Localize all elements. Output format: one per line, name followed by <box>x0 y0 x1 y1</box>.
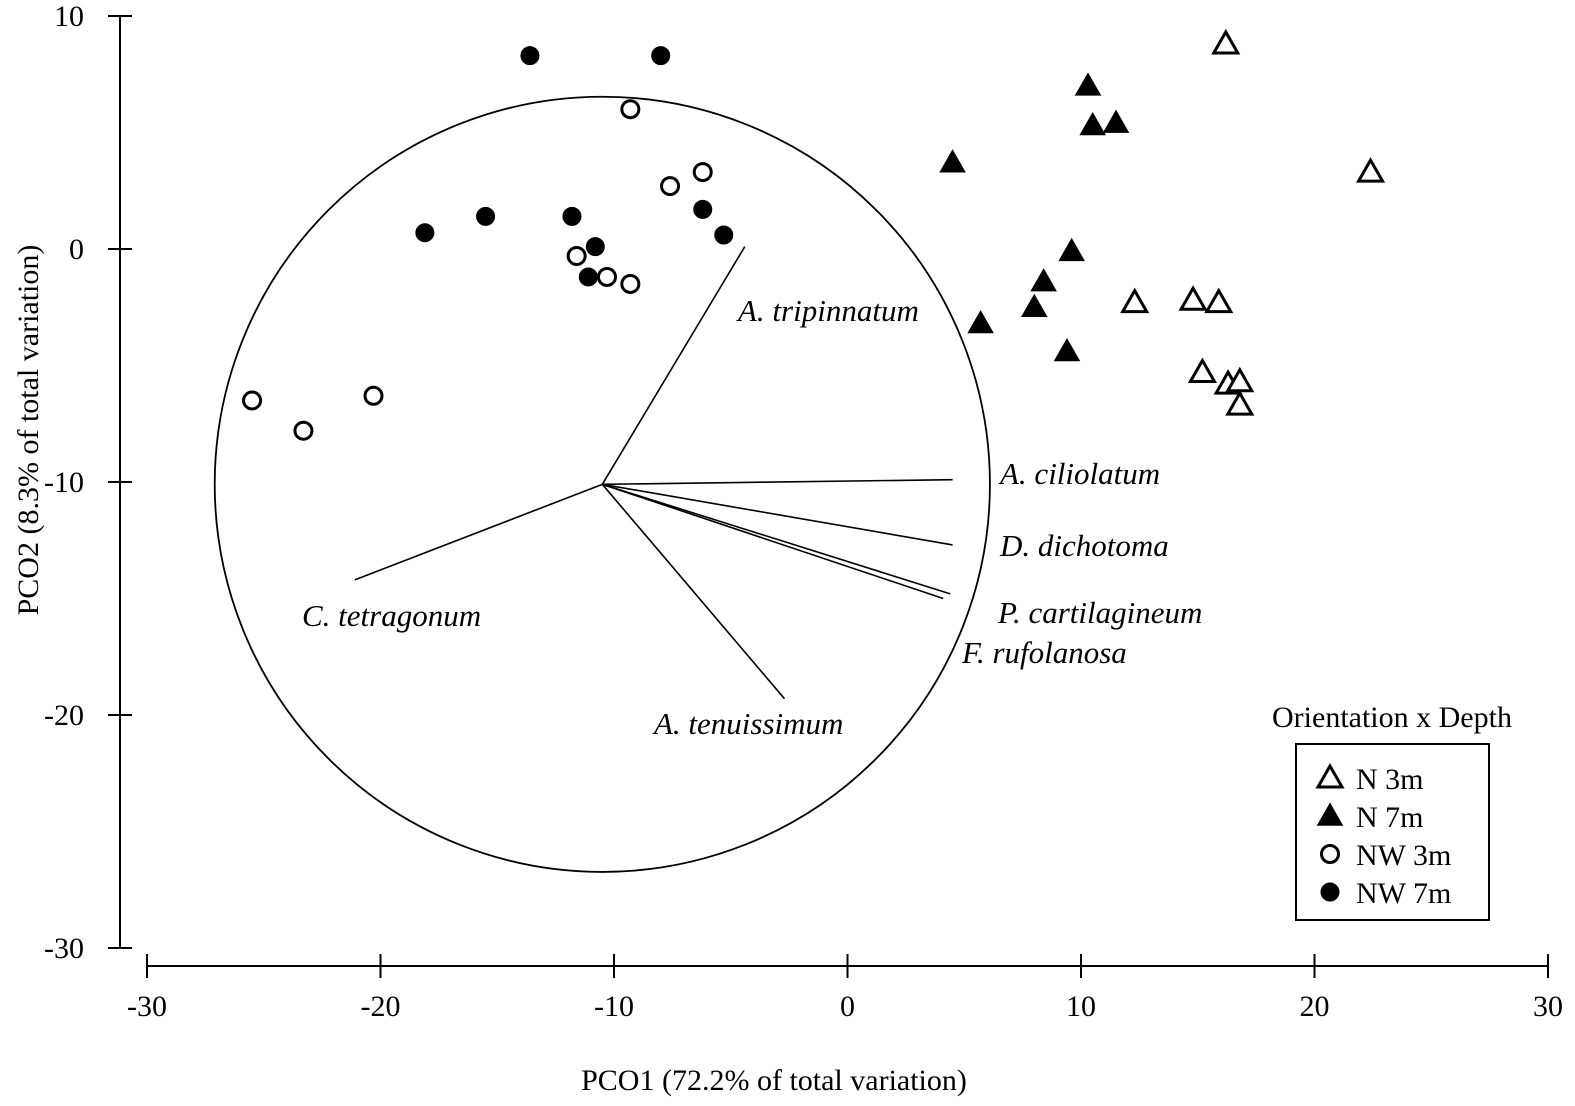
x-tick-label: 0 <box>840 990 855 1023</box>
y-axis-title: PCO2 (8.3% of total variation) <box>12 245 45 616</box>
legend-label: NW 7m <box>1356 877 1451 910</box>
correlation-circle <box>213 95 991 873</box>
legend-marker <box>1320 882 1340 902</box>
data-point <box>1030 268 1057 292</box>
data-point <box>520 46 540 66</box>
data-point <box>363 385 384 406</box>
data-point <box>242 390 263 411</box>
y-tick-label: -10 <box>44 466 84 499</box>
data-point <box>939 149 966 173</box>
data-point <box>714 225 734 245</box>
series-group <box>415 46 734 287</box>
legend-label: N 3m <box>1356 763 1424 796</box>
vector-line <box>601 483 786 700</box>
legend-box <box>1295 743 1490 921</box>
data-point <box>1225 390 1255 416</box>
legend-marker <box>1315 762 1345 789</box>
series-group <box>939 72 1130 362</box>
vector-line <box>602 483 951 595</box>
data-point <box>1058 237 1085 262</box>
series-group <box>1120 28 1386 416</box>
x-tick-label: 30 <box>1533 990 1563 1023</box>
data-point <box>585 237 605 257</box>
data-point <box>660 176 681 197</box>
x-ticks: -30 -20 -10 0 10 20 30 <box>127 954 1563 1023</box>
data-point <box>967 310 994 334</box>
data-point <box>692 162 713 183</box>
data-point <box>1204 287 1234 314</box>
data-point <box>1074 72 1102 96</box>
data-point <box>1021 293 1048 317</box>
x-axis-title: PCO1 (72.2% of total variation) <box>581 1064 967 1097</box>
data-points <box>242 28 1386 441</box>
data-point <box>562 206 582 226</box>
data-point <box>1355 157 1386 183</box>
vector-label: P. cartilagineum <box>997 595 1202 630</box>
x-tick-label: -30 <box>127 990 167 1023</box>
y-tick-label: 10 <box>54 0 84 33</box>
data-point <box>1053 338 1081 362</box>
vector-label: A. tripinnatum <box>736 293 919 328</box>
x-tick-label: 10 <box>1066 990 1096 1023</box>
vector-label: A. tenuissimum <box>652 706 843 741</box>
data-point <box>578 267 598 287</box>
data-point <box>293 420 314 441</box>
data-point <box>1079 111 1106 136</box>
vector-label: C. tetragonum <box>302 598 481 633</box>
data-point <box>620 273 641 294</box>
data-point <box>620 99 641 120</box>
data-point <box>566 245 587 266</box>
vector-overlay: A. tripinnatum A. ciliolatum D. dichotoma P… <box>213 95 1202 873</box>
y-tick-label: -30 <box>44 932 84 965</box>
x-tick-label: 20 <box>1300 990 1330 1023</box>
legend: Orientation x Depth N 3m N 7m NW 3m NW 7m <box>1272 701 1512 921</box>
data-point <box>476 206 496 226</box>
vector-line <box>354 483 603 581</box>
data-point <box>1187 357 1218 383</box>
y-tick-label: -20 <box>44 699 84 732</box>
legend-label: N 7m <box>1356 801 1424 834</box>
legend-marker <box>1316 802 1344 826</box>
vector-line <box>602 478 953 486</box>
data-point <box>651 46 671 66</box>
data-point <box>1102 109 1130 133</box>
data-point <box>693 199 713 219</box>
y-tick-label: 0 <box>69 233 84 266</box>
legend-marker <box>1320 844 1340 864</box>
series-group <box>242 99 713 441</box>
vector-line <box>602 483 944 600</box>
data-point <box>1178 285 1208 311</box>
data-point <box>1211 28 1241 55</box>
data-point <box>596 266 617 287</box>
x-tick-label: -20 <box>361 990 401 1023</box>
y-ticks: 10 0 -10 -20 -30 <box>44 0 132 965</box>
data-point <box>415 223 435 243</box>
vector-line <box>601 246 746 485</box>
vector-label: D. dichotoma <box>999 528 1169 563</box>
x-tick-label: -10 <box>594 990 634 1023</box>
vector-line <box>602 483 953 546</box>
legend-title: Orientation x Depth <box>1272 701 1512 734</box>
vector-label: F. rufolanosa <box>961 635 1127 670</box>
data-point <box>1120 287 1150 314</box>
legend-label: NW 3m <box>1356 839 1451 872</box>
legend-items: N 3m N 7m NW 3m NW 7m <box>1315 762 1451 910</box>
vector-label: A. ciliolatum <box>998 456 1160 491</box>
